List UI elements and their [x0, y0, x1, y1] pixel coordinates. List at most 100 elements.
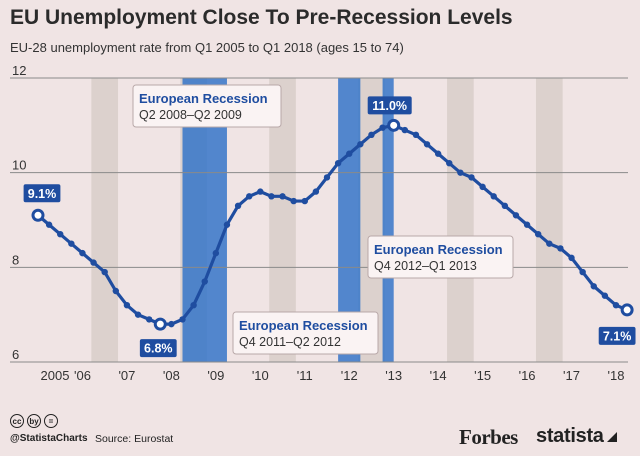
- recession-label-box: [367, 235, 514, 279]
- data-point: [534, 231, 542, 238]
- data-point: [145, 316, 153, 323]
- data-point: [368, 131, 375, 138]
- data-point: [379, 124, 386, 131]
- data-point-highlight: [620, 303, 634, 317]
- data-point: [45, 221, 53, 228]
- data-point: [134, 311, 142, 318]
- value-label-box: [367, 96, 412, 115]
- x-tick-label: '18: [608, 368, 625, 383]
- recession-label-title: European Recession: [139, 91, 268, 106]
- y-tick-label: 6: [12, 347, 19, 362]
- data-point: [579, 268, 586, 276]
- data-point-highlight: [153, 317, 167, 331]
- no-derivatives-icon: =: [44, 414, 58, 428]
- data-point: [457, 169, 464, 176]
- data-point: [601, 292, 609, 299]
- data-point: [401, 126, 409, 134]
- data-point: [357, 141, 364, 148]
- x-tick-label: '07: [118, 368, 135, 383]
- data-point: [201, 278, 208, 285]
- recession-label-period: Q4 2012–Q1 2013: [374, 259, 477, 273]
- x-tick-label: '15: [474, 368, 491, 383]
- creative-commons-icon: cc: [10, 414, 24, 428]
- data-point: [590, 283, 597, 290]
- data-point: [312, 188, 320, 195]
- data-point: [101, 268, 108, 276]
- x-tick-label: 2005: [41, 368, 70, 383]
- data-point: [568, 254, 575, 262]
- data-point: [546, 240, 553, 247]
- attribution-icon: by: [27, 414, 41, 428]
- data-point: [112, 287, 120, 295]
- data-point: [612, 302, 620, 309]
- y-tick-label: 10: [12, 158, 26, 173]
- x-tick-label: '11: [297, 368, 313, 383]
- data-point: [501, 202, 509, 209]
- x-tick-label: '10: [252, 368, 269, 383]
- x-tick-label: '09: [207, 368, 224, 383]
- y-tick-label: 8: [12, 252, 19, 267]
- chart-title: EU Unemployment Close To Pre-Recession L…: [10, 6, 513, 29]
- data-point: [57, 231, 64, 238]
- data-point: [90, 259, 97, 266]
- recession-label-title: European Recession: [374, 242, 503, 257]
- y-tick-label: 12: [12, 63, 26, 78]
- data-point: [179, 316, 186, 323]
- chart-subtitle: EU-28 unemployment rate from Q1 2005 to …: [10, 40, 404, 55]
- data-point: [257, 188, 264, 195]
- data-point: [79, 249, 86, 257]
- recession-label-box: [132, 84, 282, 128]
- recession-label-box: [232, 311, 379, 355]
- statista-logo-icon: [606, 431, 617, 442]
- data-point: [523, 221, 531, 228]
- data-point: [234, 202, 242, 209]
- data-point: [434, 150, 442, 157]
- data-point: [223, 221, 231, 228]
- x-tick-label: '13: [385, 368, 402, 383]
- value-label-box: [598, 326, 636, 345]
- data-point: [412, 131, 420, 138]
- x-tick-label: '06: [74, 368, 91, 383]
- x-tick-label: '14: [430, 368, 447, 383]
- data-point: [490, 193, 497, 200]
- data-point: [68, 240, 75, 247]
- recession-label-period: Q4 2011–Q2 2012: [239, 335, 341, 349]
- value-label: 9.1%: [28, 187, 57, 201]
- source-note: Source: Eurostat: [95, 433, 174, 445]
- value-label: 7.1%: [603, 329, 632, 343]
- data-point: [479, 183, 486, 191]
- data-point: [423, 141, 431, 148]
- recession-label-period: Q2 2008–Q2 2009: [139, 108, 242, 122]
- forbes-logo: Forbes: [459, 425, 518, 449]
- value-label: 11.0%: [372, 99, 407, 113]
- statista-handle: @StatistaCharts: [10, 433, 88, 444]
- data-point: [301, 197, 308, 205]
- data-point: [212, 249, 220, 257]
- data-point-highlight: [387, 118, 401, 132]
- data-point: [268, 193, 275, 200]
- data-point: [245, 193, 253, 200]
- recession-label-title: European Recession: [239, 318, 368, 333]
- recession-band: [382, 78, 394, 362]
- data-point: [279, 193, 286, 200]
- x-tick-label: '17: [563, 368, 580, 383]
- value-label: 6.8%: [144, 342, 173, 356]
- year-stripe: [535, 78, 563, 362]
- data-point: [334, 160, 342, 167]
- data-point: [446, 160, 453, 167]
- data-point: [346, 150, 353, 157]
- year-stripe: [91, 78, 119, 362]
- data-point: [123, 302, 131, 309]
- data-point: [290, 197, 297, 205]
- data-point: [323, 174, 331, 181]
- data-point-highlight: [31, 208, 45, 222]
- data-point: [557, 245, 564, 252]
- data-point: [190, 302, 197, 309]
- value-label-box: [139, 339, 177, 358]
- data-point: [168, 320, 175, 328]
- license-icons: cc by =: [10, 414, 58, 431]
- data-point: [512, 212, 520, 219]
- year-stripe: [447, 78, 474, 362]
- value-label-box: [23, 184, 61, 203]
